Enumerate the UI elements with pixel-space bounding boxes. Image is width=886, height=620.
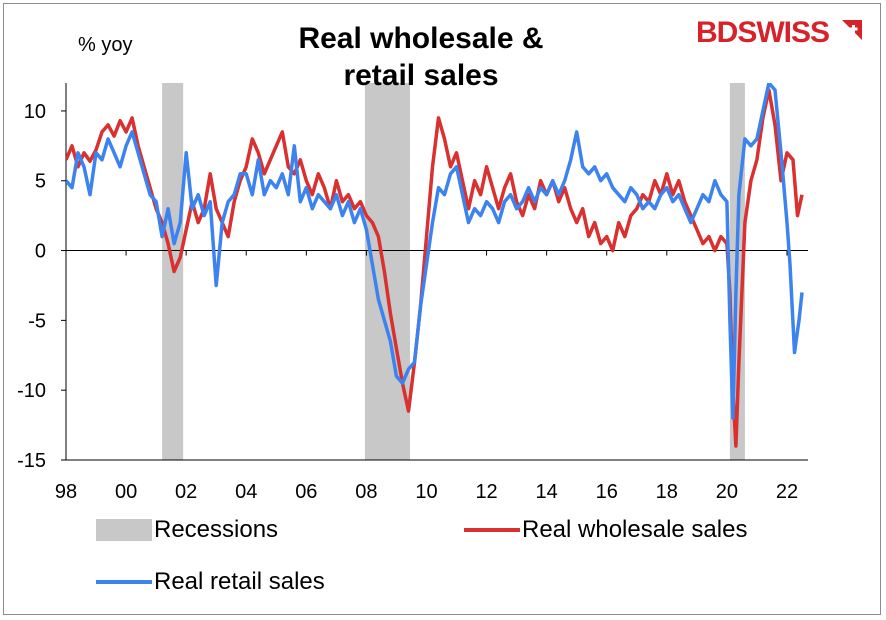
x-tick-label: 12 xyxy=(475,481,497,503)
legend-swatch-retail xyxy=(96,580,152,584)
chart-title-line-2: retail sales xyxy=(343,59,499,92)
swiss-cross-icon xyxy=(842,20,862,40)
y-tick-label: -15 xyxy=(17,450,46,472)
x-tick-label: 14 xyxy=(536,481,558,503)
legend-retail: Real retail sales xyxy=(96,568,325,596)
x-tick-label: 10 xyxy=(415,481,437,503)
x-tick-label: 20 xyxy=(716,481,738,503)
legend-swatch-wholesale xyxy=(464,528,520,532)
legend-recessions: Recessions xyxy=(96,516,278,544)
chart-title-line-1: Real wholesale & xyxy=(298,22,544,55)
chart-frame xyxy=(3,3,881,615)
chart-title: Real wholesale & retail sales xyxy=(236,20,606,94)
y-tick-label: -5 xyxy=(28,310,46,332)
legend-label-wholesale: Real wholesale sales xyxy=(522,516,748,543)
y-tick-label: 0 xyxy=(35,241,46,263)
x-tick-label: 06 xyxy=(295,481,317,503)
x-tick-label: 08 xyxy=(355,481,377,503)
y-tick-label: -10 xyxy=(17,380,46,402)
recession-band-2 xyxy=(364,83,410,460)
x-tick-label: 98 xyxy=(55,481,77,503)
brand-logo: BDSWISS xyxy=(696,16,830,50)
legend-wholesale: Real wholesale sales xyxy=(464,516,747,544)
legend-swatch-recessions xyxy=(96,519,152,541)
y-tick-label: 5 xyxy=(35,171,46,193)
legend-label-retail: Real retail sales xyxy=(154,568,325,595)
y-tick-label: 10 xyxy=(24,101,46,123)
x-tick-label: 04 xyxy=(235,481,257,503)
x-tick-label: 22 xyxy=(776,481,798,503)
brand-logo-bd: BD xyxy=(696,16,738,49)
x-tick-label: 18 xyxy=(656,481,678,503)
legend-label-recessions: Recessions xyxy=(154,516,279,543)
y-axis-title: % yoy xyxy=(78,34,133,56)
brand-logo-swiss: SWISS xyxy=(737,16,830,49)
x-tick-label: 00 xyxy=(115,481,137,503)
x-tick-label: 02 xyxy=(175,481,197,503)
series-line-retail xyxy=(66,83,804,420)
x-tick-label: 16 xyxy=(596,481,618,503)
